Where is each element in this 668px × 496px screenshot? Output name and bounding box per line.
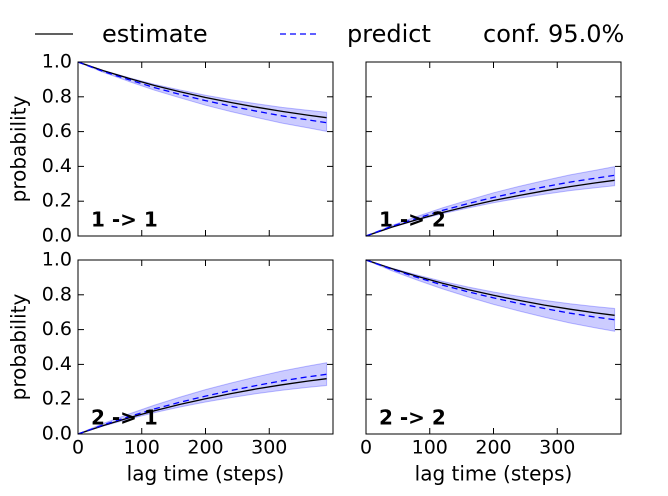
panel-title: 1 -> 1	[91, 208, 158, 232]
y-tick-label: 1.0	[42, 51, 72, 73]
estimate-line	[365, 179, 615, 237]
estimate-line	[77, 61, 327, 119]
estimate-line	[77, 378, 327, 435]
x-axis-label: lag time (steps)	[127, 462, 285, 486]
predict-line	[77, 61, 327, 124]
x-tick-label: 200	[475, 437, 511, 459]
y-tick-label: 1.0	[42, 249, 72, 271]
predict-line	[365, 174, 615, 237]
y-tick-label: 0.4	[42, 155, 72, 177]
legend-label: predict	[347, 20, 431, 48]
predict-line	[365, 259, 615, 321]
x-tick-label: 100	[412, 437, 448, 459]
x-tick-label: 100	[124, 437, 160, 459]
y-tick-label: 0.8	[42, 85, 72, 107]
y-tick-label: 0.4	[42, 353, 72, 375]
y-tick-label: 0.2	[42, 388, 72, 410]
y-tick-label: 0.0	[42, 225, 72, 247]
y-axis-label: probability	[7, 95, 31, 202]
y-tick-label: 0.8	[42, 283, 72, 305]
x-axis-label: lag time (steps)	[415, 462, 573, 486]
y-tick-label: 0.0	[42, 423, 72, 445]
estimate-line	[365, 259, 615, 316]
predict-line	[77, 373, 327, 435]
legend-label: conf. 95.0%	[483, 20, 624, 48]
panel-title: 2 -> 2	[379, 406, 446, 430]
confidence-band	[77, 362, 328, 435]
panel-title: 2 -> 1	[91, 406, 158, 430]
x-tick-label: 200	[187, 437, 223, 459]
confidence-band	[365, 259, 616, 332]
y-tick-label: 0.6	[42, 318, 72, 340]
y-tick-label: 0.6	[42, 120, 72, 142]
x-tick-label: 0	[72, 437, 84, 459]
x-tick-label: 0	[360, 437, 372, 459]
legend-label: estimate	[102, 20, 208, 48]
panel-title: 1 -> 2	[379, 208, 446, 232]
y-axis-label: probability	[7, 293, 31, 400]
x-tick-label: 300	[251, 437, 287, 459]
x-tick-label: 300	[539, 437, 575, 459]
y-tick-label: 0.2	[42, 190, 72, 212]
